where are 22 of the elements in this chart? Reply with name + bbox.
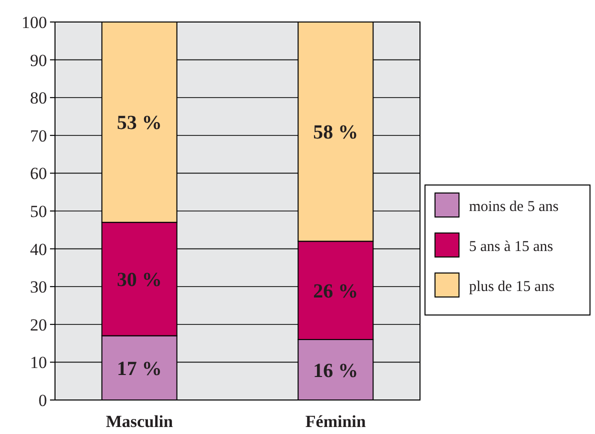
y-tick-label: 10	[30, 353, 47, 372]
y-tick-label: 90	[30, 50, 47, 70]
x-tick-label: Féminin	[305, 412, 366, 431]
data-label: 16 %	[313, 360, 358, 382]
y-tick-label: 0	[38, 391, 47, 410]
data-label: 26 %	[313, 280, 358, 302]
data-label: 53 %	[116, 112, 162, 134]
legend-label: moins de 5 ans	[469, 199, 559, 215]
y-tick-label: 70	[30, 126, 47, 146]
y-tick-label: 20	[30, 315, 47, 334]
y-tick-label: 80	[30, 88, 47, 108]
y-tick-label: 50	[30, 202, 47, 221]
y-tick-label: 100	[22, 13, 47, 32]
data-label: 30 %	[116, 269, 162, 292]
y-tick-label: 30	[30, 278, 47, 297]
y-tick-label: 40	[30, 240, 47, 259]
legend-label: 5 ans à 15 ans	[469, 239, 554, 255]
x-tick-label: Masculin	[106, 412, 174, 431]
data-label: 58 %	[313, 122, 358, 144]
y-tick-label: 60	[30, 164, 47, 184]
legend-label: plus de 15 ans	[469, 279, 555, 295]
data-label: 17 %	[116, 358, 162, 380]
